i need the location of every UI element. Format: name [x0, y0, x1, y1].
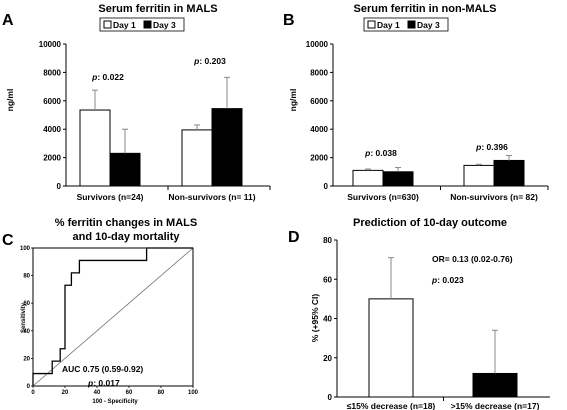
- panel-b-p-value: p: 0.038: [364, 148, 397, 158]
- panel-d-y-axis-label: % (+95% CI): [310, 294, 320, 343]
- panel-a-y-axis-label: ng/ml: [5, 89, 15, 112]
- panel-b-bar-day3: [493, 159, 525, 187]
- panel-b-legend-swatch: [407, 20, 416, 29]
- panel-b-y-tick-label: 10000: [306, 40, 329, 49]
- panel-a-y-tick-label: 10000: [39, 40, 62, 49]
- panel-c-roc-curve: % ferritin changes in MALS and 10-day mo…: [20, 217, 199, 405]
- panel-b-y-tick-label: 8000: [310, 68, 328, 77]
- panel-a-legend-label: Day 1: [113, 20, 136, 30]
- panel-a-y-tick-label: 2000: [43, 154, 61, 163]
- panel-letter-a: A: [2, 12, 14, 29]
- panel-a-y-tick-label: 0: [57, 182, 62, 191]
- panel-b-bar-day1: [463, 164, 495, 187]
- panel-b-y-tick-label: 0: [324, 182, 329, 191]
- panel-c-auc-annotation: AUC 0.75 (0.59-0.92): [62, 364, 143, 374]
- panel-a-p-value-symbol: p: [193, 56, 199, 66]
- panel-d-y-tick-label: 0: [328, 393, 333, 402]
- panel-letter-c: C: [2, 232, 14, 249]
- panel-a-p-value: p: 0.203: [193, 56, 226, 66]
- panel-d-p-value: p: 0.023: [431, 275, 464, 285]
- panel-b-category-label: Non-survivors (n= 82): [450, 192, 538, 202]
- panel-b-p-value-symbol: p: [364, 148, 370, 158]
- panel-b-p-value-text: : 0.396: [481, 142, 508, 152]
- panel-c-x-tick-label: 60: [126, 390, 133, 396]
- panel-a-bar-day1: [79, 109, 111, 187]
- panel-b-bar-day1: [352, 169, 384, 187]
- panel-c-y-tick-label: 80: [23, 274, 30, 280]
- panel-b-legend-box: [363, 17, 449, 32]
- panel-d-bar: [472, 372, 518, 398]
- panel-b-legend-swatch: [367, 20, 376, 29]
- panel-c-y-tick-label: 20: [23, 356, 30, 362]
- panel-b-bar-day3: [382, 171, 414, 187]
- panel-b-title: Serum ferritin in non-MALS: [354, 3, 497, 15]
- panel-b-p-value-symbol: p: [475, 142, 481, 152]
- panel-d-y-tick-label: 20: [323, 354, 332, 363]
- panel-c-y-tick-label: 40: [23, 329, 30, 335]
- panel-c-title-line-1: % ferritin changes in MALS: [55, 217, 197, 229]
- panel-c-x-tick-label: 20: [62, 390, 69, 396]
- panel-a-p-value-text: : 0.203: [199, 56, 226, 66]
- panel-d-category-label: ≤15% decrease (n=18): [347, 401, 436, 410]
- panel-b-p-value: p: 0.396: [475, 142, 508, 152]
- panel-b-category-label: Survivors (n=630): [347, 192, 419, 202]
- panel-d-title: Prediction of 10-day outcome: [353, 217, 507, 229]
- panel-a-p-value-symbol: p: [91, 72, 97, 82]
- panel-letter-b: B: [283, 12, 295, 29]
- panel-d-y-tick-label: 40: [323, 315, 332, 324]
- panel-a-legend-label: Day 3: [153, 20, 176, 30]
- panel-c-y-tick-label: 100: [20, 246, 31, 252]
- panel-c-title-line-2: and 10-day mortality: [73, 231, 181, 243]
- panel-c-y-tick-label: 60: [23, 301, 30, 307]
- panel-c-plot-frame: [32, 247, 194, 387]
- panel-a-bar-day1: [181, 129, 213, 187]
- panel-c-x-tick-label: 40: [94, 390, 101, 396]
- panel-c-x-tick-label: 0: [31, 390, 35, 396]
- panel-c-x-axis-label: 100 - Specificity: [92, 399, 138, 405]
- panel-c-reference-diagonal: [32, 247, 194, 387]
- panel-c-x-tick-label: 80: [158, 390, 165, 396]
- panel-b-p-value-text: : 0.038: [370, 148, 397, 158]
- panel-c-p-value: p: 0.017: [87, 378, 120, 388]
- panel-b-y-axis-label: ng/ml: [288, 89, 298, 112]
- panel-c-x-tick-label: 100: [188, 390, 199, 396]
- panel-c-y-tick-label: 0: [27, 384, 31, 390]
- panel-a-y-tick-label: 6000: [43, 97, 61, 106]
- panel-a-title: Serum ferritin in MALS: [98, 3, 217, 15]
- panel-d-y-tick-label: 60: [323, 275, 332, 284]
- panel-d-or-annotation: OR= 0.13 (0.02-0.76): [432, 254, 513, 264]
- panel-c-p-value-text: : 0.017: [93, 378, 120, 388]
- panel-a-category-label: Non-survivors (n= 11): [168, 192, 255, 202]
- panel-a-serum-ferritin-mals: Serum ferritin in MALS ng/ml 0 2000 4000 60…: [5, 3, 271, 202]
- panel-a-y-tick-label: 4000: [43, 125, 61, 134]
- panel-a-p-value-text: : 0.022: [97, 72, 124, 82]
- panel-d-prediction-outcome: Prediction of 10-day outcome % (+95% CI)…: [310, 217, 550, 410]
- panel-d-p-symbol: p: [431, 275, 437, 285]
- panel-a-bar-day3: [211, 108, 243, 187]
- panel-c-roc-curve-line: [32, 247, 193, 386]
- panel-a-category-label: Survivors (n=24): [77, 192, 144, 202]
- panel-a-legend-swatch: [143, 20, 152, 29]
- panel-a-y-tick-label: 8000: [43, 68, 61, 77]
- panel-c-y-axis-label: Sensitivity: [21, 302, 27, 333]
- panel-d-p-value-text: : 0.023: [437, 275, 464, 285]
- panel-b-y-tick-label: 4000: [310, 125, 328, 134]
- panel-letter-d: D: [288, 229, 300, 246]
- panel-c-p-symbol: p: [87, 378, 93, 388]
- panel-a-legend-swatch: [103, 20, 112, 29]
- panel-a-legend-box: [99, 17, 185, 32]
- panel-a-bar-day3: [109, 152, 141, 187]
- panel-b-serum-ferritin-non-mals: Serum ferritin in non-MALS ng/ml 0 2000 40…: [288, 3, 549, 202]
- panel-d-y-tick-label: 80: [323, 236, 332, 245]
- panel-b-legend-label: Day 3: [417, 20, 440, 30]
- panel-d-category-label: >15% decrease (n=17): [451, 401, 540, 410]
- panel-b-y-tick-label: 2000: [310, 154, 328, 163]
- panel-a-p-value: p: 0.022: [91, 72, 124, 82]
- panel-d-bar: [368, 298, 414, 398]
- panel-b-legend-label: Day 1: [377, 20, 400, 30]
- panel-b-y-tick-label: 6000: [310, 97, 328, 106]
